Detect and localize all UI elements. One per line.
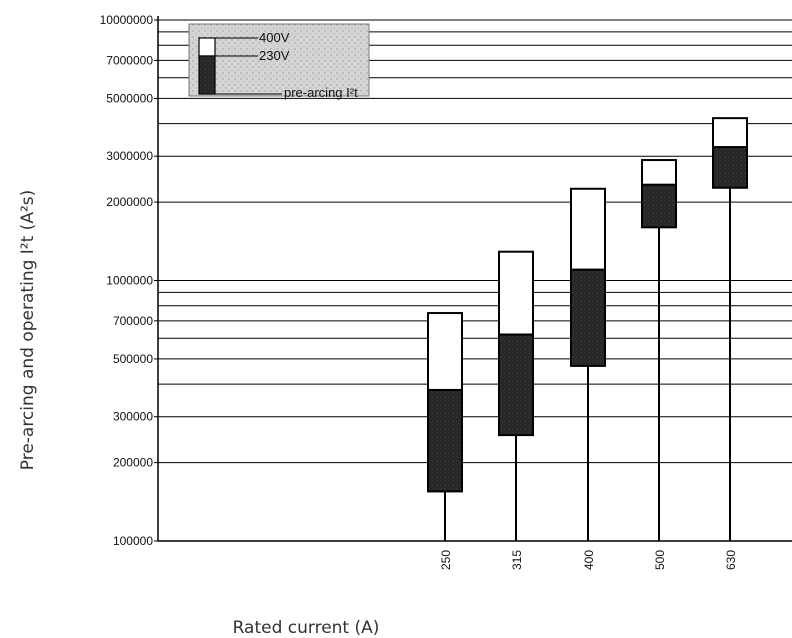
bar-lower-230v xyxy=(641,183,677,229)
legend-box xyxy=(188,23,370,97)
y-tick-label: 700000 xyxy=(113,314,153,328)
bar-upper-400v xyxy=(570,187,606,271)
grid-lines xyxy=(158,19,792,542)
bar-upper-400v xyxy=(498,250,534,336)
y-tick-label: 2000000 xyxy=(106,195,153,209)
x-tick-label: 400 xyxy=(582,550,596,570)
y-tick-label: 10000000 xyxy=(100,13,154,27)
x-tick-labels: 250 315 400 500 630 xyxy=(439,550,738,570)
bar-upper-400v xyxy=(712,117,748,149)
x-axis-title: Rated current (A) xyxy=(233,618,380,638)
y-tick-label: 100000 xyxy=(113,534,153,548)
x-tick-label: 500 xyxy=(653,550,667,570)
y-tick-label: 3000000 xyxy=(106,149,153,163)
bar-upper-400v xyxy=(427,312,463,391)
y-tick-label: 5000000 xyxy=(106,91,153,105)
y-tick-label: 1000000 xyxy=(106,274,153,288)
x-tick-label: 250 xyxy=(439,550,453,570)
legend: 400V 230V pre-arcing I²t xyxy=(188,23,370,100)
legend-label-upper: 400V xyxy=(259,30,290,45)
legend-label-lower: 230V xyxy=(259,48,290,63)
x-tick-label: 315 xyxy=(510,550,524,570)
axes xyxy=(154,16,792,542)
legend-swatch-upper xyxy=(198,37,216,57)
bar-lower-230v xyxy=(427,388,463,493)
bar-upper-400v xyxy=(641,159,677,186)
y-tick-label: 500000 xyxy=(113,352,153,366)
bars xyxy=(427,117,748,541)
y-tick-label: 200000 xyxy=(113,456,153,470)
y-axis-title: Pre-arcing and operating I²t (A²s) xyxy=(18,190,38,471)
legend-swatch-lower xyxy=(198,55,216,95)
bar-lower-230v xyxy=(570,268,606,367)
y-tick-label: 7000000 xyxy=(106,53,153,67)
legend-label-prearc: pre-arcing I²t xyxy=(284,85,358,100)
y-tick-label: 300000 xyxy=(113,410,153,424)
y-tick-labels: 100000 200000 300000 500000 700000 1000000 200… xyxy=(100,13,154,548)
x-tick-label: 630 xyxy=(724,550,738,570)
bar-lower-230v xyxy=(498,333,534,437)
bar-lower-230v xyxy=(712,146,748,189)
